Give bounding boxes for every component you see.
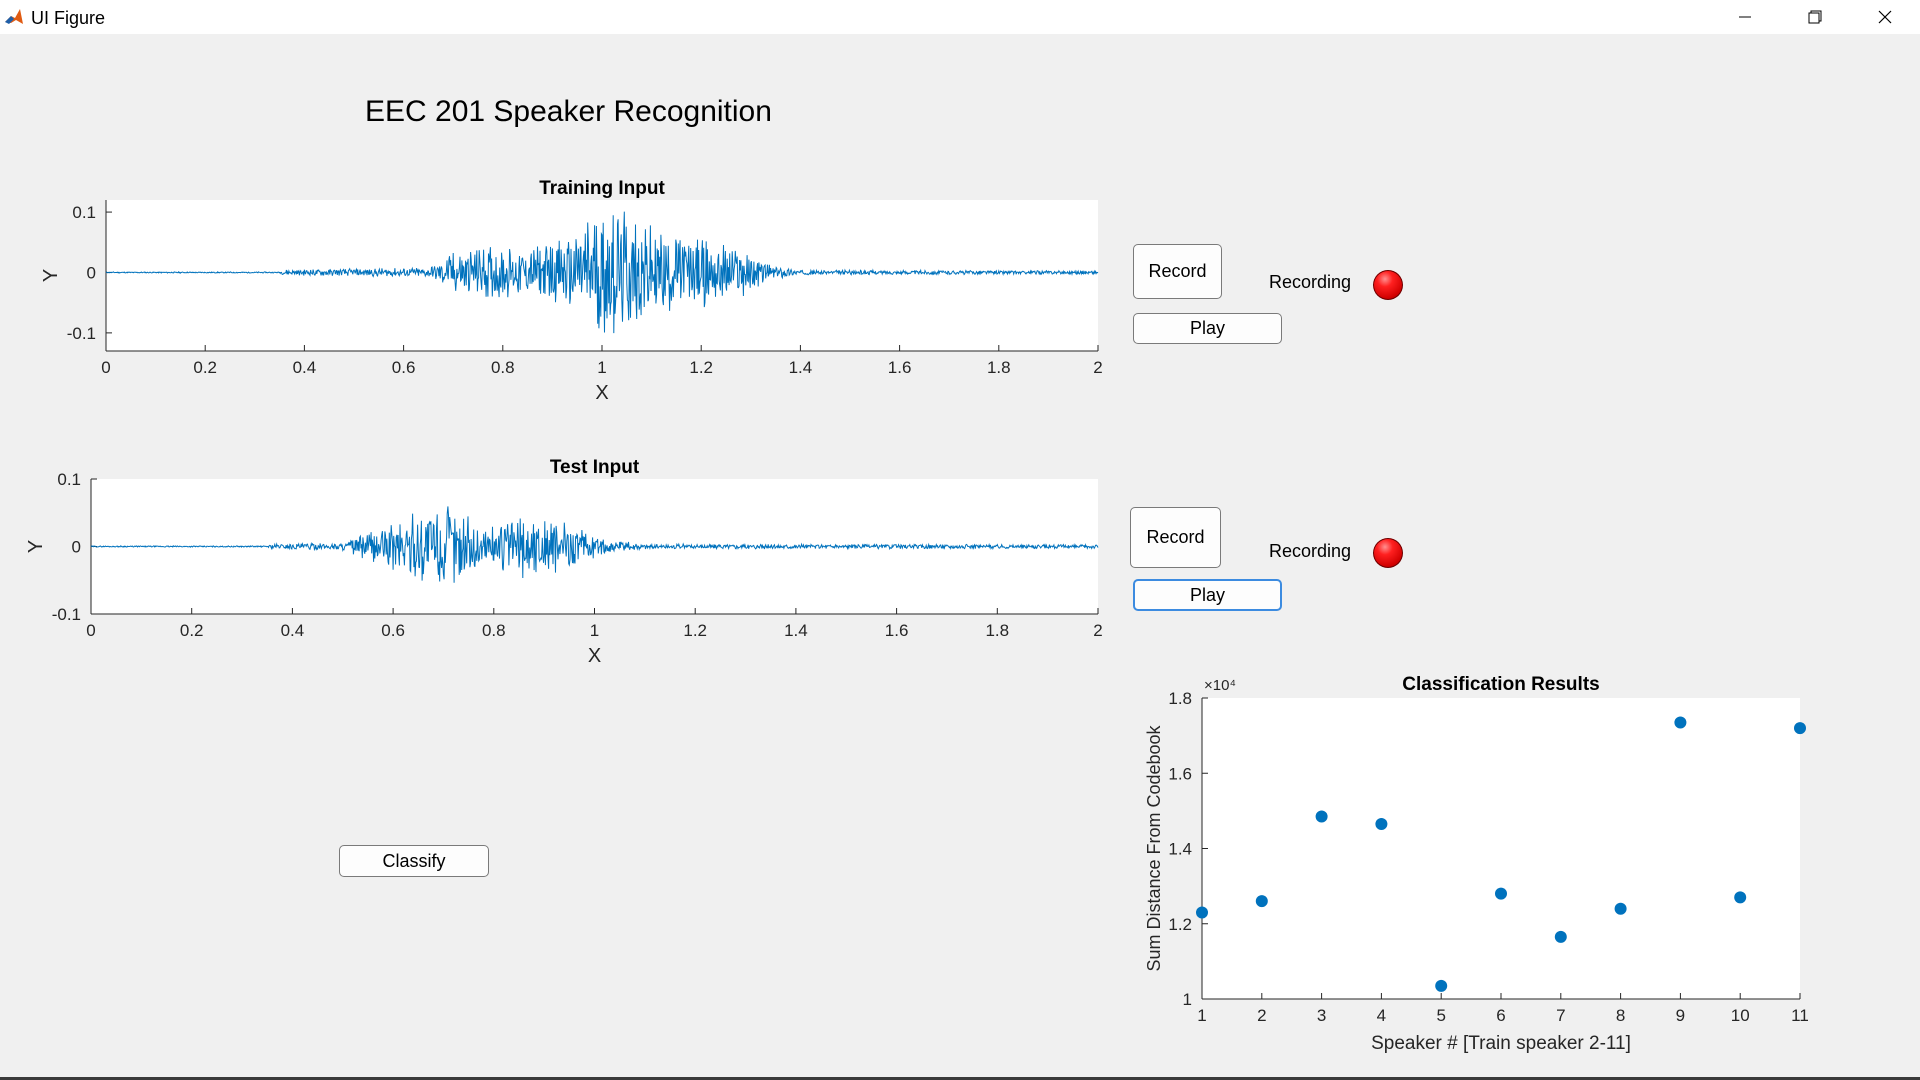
classification-results-chart: 1 2 3 4 5 6 7 8 9 10 1111.21.41.61.8Classification…: [1144, 674, 1809, 1054]
restore-button[interactable]: [1780, 0, 1850, 34]
data-point: [1614, 902, 1627, 915]
training-record-button[interactable]: Record: [1133, 244, 1222, 299]
y-tick-label: 0.1: [72, 203, 96, 222]
x-tick-label: 0: [86, 621, 95, 640]
x-tick-label: 2: [1093, 358, 1102, 377]
x-tick-label: 1: [597, 358, 606, 377]
x-tick-label: 0.6: [381, 621, 405, 640]
app-title: EEC 201 Speaker Recognition: [365, 95, 772, 128]
restore-icon: [1808, 10, 1822, 24]
close-icon: [1878, 10, 1892, 24]
x-tick-label: 0.4: [281, 621, 305, 640]
bottom-border: [0, 1077, 1920, 1080]
data-point: [1734, 891, 1747, 904]
x-axis-label: X: [595, 382, 608, 404]
x-tick-label: 2: [1257, 1006, 1266, 1025]
training-recording-label: Recording: [1269, 272, 1352, 292]
x-tick-label: 0: [101, 358, 110, 377]
x-tick-label: 0.8: [482, 621, 506, 640]
test-input-chart: 0 0.2 0.4 0.6 0.8 1 1.2 1.4 1.6 1.8 2 -0.1 0 0.1 Test …: [25, 457, 1103, 667]
y-tick-label: 0: [87, 263, 96, 282]
y-tick-label: -0.1: [52, 605, 81, 624]
x-tick-label: 9: [1676, 1006, 1685, 1025]
x-tick-label: 4: [1377, 1006, 1386, 1025]
x-tick-label: 1.2: [689, 358, 713, 377]
chart-title: Training Input: [539, 178, 665, 199]
x-tick-label: 1.6: [888, 358, 912, 377]
x-tick-label: 0.2: [180, 621, 204, 640]
minimize-icon: [1739, 16, 1751, 18]
y-tick-label: 1.8: [1168, 689, 1192, 708]
data-point: [1375, 818, 1388, 831]
y-tick-label: 1.2: [1168, 915, 1192, 934]
plot-area: [1202, 698, 1800, 999]
matlab-icon: [4, 7, 24, 27]
x-tick-label: 1: [590, 621, 599, 640]
y-exponent-label: ×10⁴: [1204, 677, 1236, 694]
window-title: UI Figure: [31, 8, 106, 28]
x-tick-label: 0.4: [293, 358, 317, 377]
y-axis-label: Sum Distance From Codebook: [1144, 724, 1164, 971]
x-tick-label: 2: [1093, 621, 1102, 640]
waveform-line: [105, 211, 1099, 334]
x-tick-label: 6: [1496, 1006, 1505, 1025]
test-record-button[interactable]: Record: [1130, 507, 1221, 568]
x-tick-label: 1.2: [683, 621, 707, 640]
x-tick-label: 1.8: [985, 621, 1009, 640]
y-axis-label: Y: [25, 540, 47, 553]
x-tick-label: 11: [1791, 1006, 1809, 1025]
x-axis-label: Speaker # [Train speaker 2-11]: [1371, 1033, 1631, 1054]
close-button[interactable]: [1850, 0, 1920, 34]
y-tick-label: 1: [1183, 990, 1192, 1009]
x-tick-label: 1.6: [885, 621, 909, 640]
x-tick-label: 0.2: [193, 358, 217, 377]
data-point: [1495, 887, 1507, 900]
test-recording-lamp: [1373, 538, 1403, 568]
data-point: [1674, 716, 1687, 729]
x-tick-label: 3: [1317, 1006, 1326, 1025]
minimize-button[interactable]: [1710, 0, 1780, 34]
test-recording-label: Recording: [1269, 541, 1352, 561]
training-recording-lamp: [1373, 270, 1403, 300]
x-tick-label: 5: [1436, 1006, 1445, 1025]
x-tick-label: 10: [1731, 1006, 1750, 1025]
y-tick-label: 0: [72, 538, 81, 557]
x-tick-label: 7: [1556, 1006, 1565, 1025]
y-tick-label: 0.1: [57, 470, 81, 489]
data-point: [1435, 979, 1448, 992]
x-tick-label: 1.8: [987, 358, 1011, 377]
data-point: [1554, 930, 1567, 943]
y-tick-label: -0.1: [67, 324, 96, 343]
x-tick-label: 0.6: [392, 358, 416, 377]
data-point: [1196, 906, 1208, 919]
training-input-chart: 0 0.2 0.4 0.6 0.8 1 1.2 1.4 1.6 1.8 2 -0.1 0 0.1 Train…: [40, 178, 1103, 404]
chart-title: Classification Results: [1402, 674, 1599, 695]
test-play-button[interactable]: Play: [1133, 579, 1282, 611]
x-axis-label: X: [588, 645, 601, 667]
data-point: [1315, 810, 1328, 823]
y-axis-label: Y: [40, 269, 62, 282]
window-titlebar: UI Figure: [0, 0, 1920, 34]
x-tick-label: 0.8: [491, 358, 515, 377]
waveform-line: [90, 506, 1099, 583]
classify-button[interactable]: Classify: [339, 845, 489, 877]
data-point: [1255, 895, 1268, 908]
chart-title: Test Input: [550, 457, 640, 478]
x-tick-label: 1.4: [789, 358, 813, 377]
data-point: [1794, 722, 1806, 735]
y-tick-label: 1.4: [1168, 840, 1192, 859]
x-tick-label: 8: [1616, 1006, 1625, 1025]
training-play-button[interactable]: Play: [1133, 313, 1282, 344]
x-tick-label: 1: [1197, 1006, 1206, 1025]
y-tick-label: 1.6: [1168, 764, 1192, 783]
x-tick-label: 1.4: [784, 621, 808, 640]
